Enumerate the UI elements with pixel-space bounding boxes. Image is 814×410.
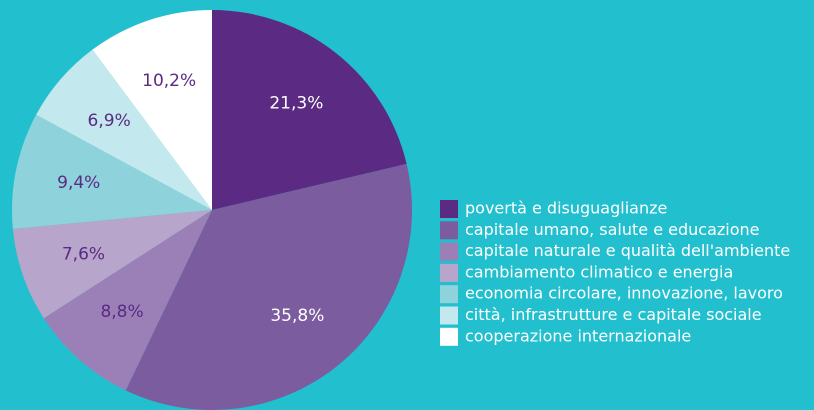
- pie-slice: [12, 210, 213, 319]
- legend-label: cambiamento climatico e energia: [465, 262, 733, 281]
- pie-slice: [125, 163, 412, 410]
- legend-swatch: [440, 221, 458, 240]
- data-label: 35,8%: [270, 306, 324, 326]
- data-label: 21,3%: [269, 93, 323, 113]
- legend-label: cooperazione internazionale: [465, 326, 691, 345]
- legend-swatch: [440, 263, 458, 282]
- data-label: 10,2%: [142, 71, 196, 91]
- legend-swatch: [440, 327, 458, 346]
- data-label: 9,4%: [57, 173, 100, 193]
- legend-label: povertà e disuguaglianze: [465, 199, 667, 218]
- legend-swatch: [440, 242, 458, 261]
- legend-label: città, infrastrutture e capitale sociale: [465, 305, 762, 324]
- legend-swatch: [440, 200, 458, 218]
- pie-slice: [43, 210, 213, 391]
- pie-slice: [36, 49, 213, 211]
- legend-label: capitale umano, salute e educazione: [465, 220, 760, 239]
- pie-slice: [212, 10, 407, 210]
- data-label: 7,6%: [62, 244, 105, 264]
- pie-slice: [11, 114, 212, 229]
- legend-label: economia circolare, innovazione, lavoro: [465, 284, 783, 303]
- data-label: 8,8%: [100, 302, 143, 322]
- legend-swatch: [440, 285, 458, 304]
- data-label: 6,9%: [88, 111, 131, 131]
- legend-label: capitale naturale e qualità dell'ambient…: [465, 241, 790, 260]
- legend-swatch: [440, 306, 458, 325]
- pie-slice: [92, 9, 212, 210]
